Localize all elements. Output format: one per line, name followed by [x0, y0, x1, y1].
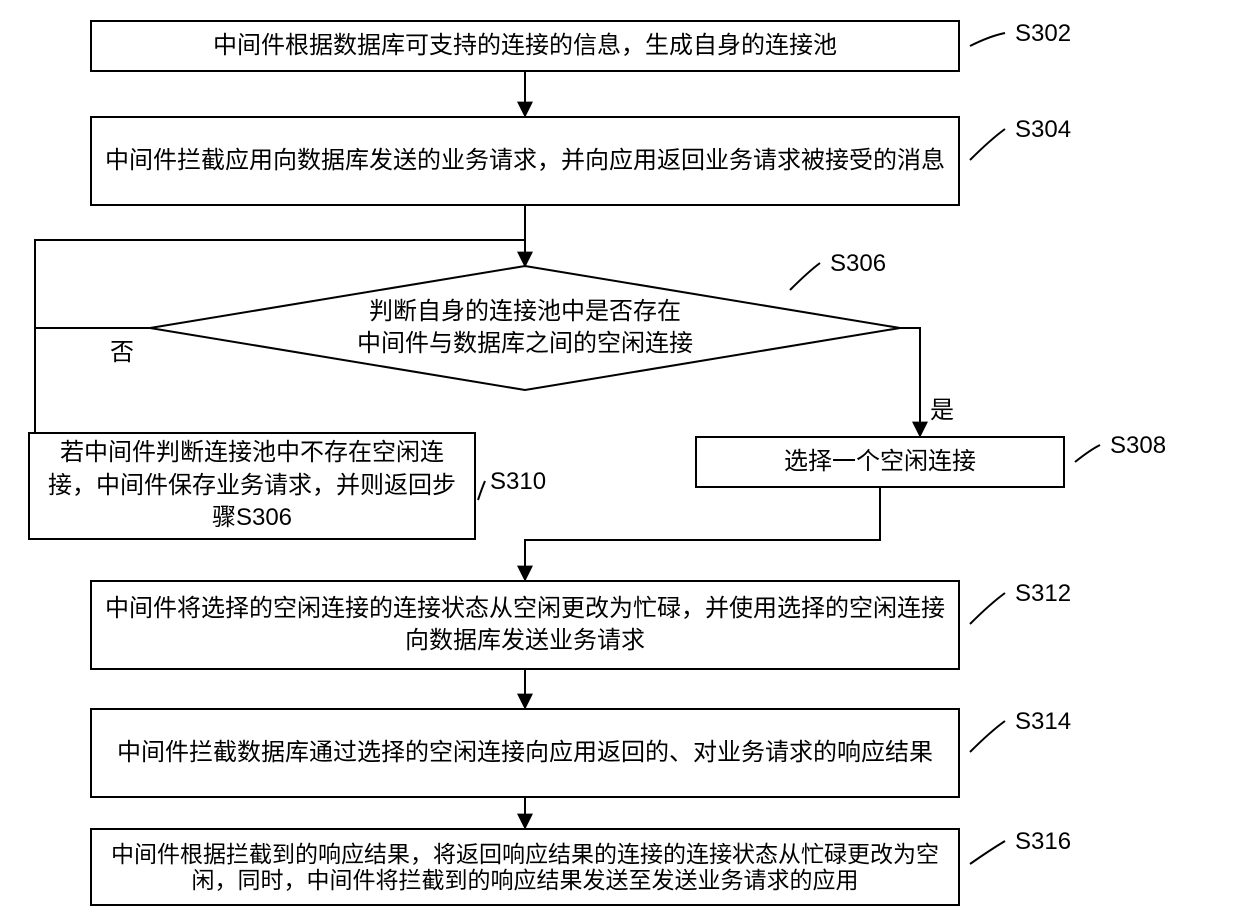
node-s316-v: 中间件根据拦截到的响应结果，将返回响应结果的连接的连接状态从忙碌更改为空闲，同时…	[90, 828, 960, 906]
label-s304: S304	[1015, 116, 1071, 144]
node-s314: 中间件拦截数据库通过选择的空闲连接向应用返回的、对业务请求的响应结果	[90, 708, 960, 798]
edge-s306-s308	[900, 328, 920, 436]
edge-label-yes: 是	[930, 390, 954, 425]
leader-s312	[970, 593, 1005, 624]
node-s304-text: 中间件拦截应用向数据库发送的业务请求，并向应用返回业务请求被接受的消息	[105, 145, 945, 177]
label-s302: S302	[1015, 20, 1071, 48]
leader-s302	[970, 33, 1005, 46]
node-s314-text: 中间件拦截数据库通过选择的空闲连接向应用返回的、对业务请求的响应结果	[117, 737, 933, 769]
leader-s314	[970, 721, 1005, 752]
node-s316-text: 中间件根据拦截到的响应结果，将返回响应结果的连接的连接状态从忙碌更改为空闲，同时…	[102, 841, 948, 894]
node-s312-text: 中间件将选择的空闲连接的连接状态从空闲更改为忙碌，并使用选择的空闲连接向数据库发…	[102, 593, 948, 658]
label-s316: S316	[1015, 828, 1071, 856]
edge-label-no: 否	[110, 332, 134, 367]
flowchart-canvas: 中间件根据数据库可支持的连接的信息，生成自身的连接池 S302 中间件拦截应用向…	[0, 0, 1240, 911]
node-s310: 若中间件判断连接池中不存在空闲连接，中间件保存业务请求，并则返回步骤S306	[28, 432, 476, 540]
label-s314: S314	[1015, 708, 1071, 736]
node-s304: 中间件拦截应用向数据库发送的业务请求，并向应用返回业务请求被接受的消息	[90, 116, 960, 206]
leader-s316	[970, 841, 1005, 864]
label-s310: S310	[490, 468, 546, 496]
node-s306-text-wrap: 判断自身的连接池中是否存在 中间件与数据库之间的空闲连接	[280, 296, 770, 361]
node-s312: 中间件将选择的空闲连接的连接状态从空闲更改为忙碌，并使用选择的空闲连接向数据库发…	[90, 580, 960, 670]
node-s302: 中间件根据数据库可支持的连接的信息，生成自身的连接池	[90, 20, 960, 72]
leader-s304	[970, 129, 1005, 160]
edge-s308-s312	[525, 488, 880, 580]
label-s312: S312	[1015, 580, 1071, 608]
node-s308: 选择一个空闲连接	[695, 436, 1065, 488]
leader-s310	[478, 481, 485, 500]
node-s310-text: 若中间件判断连接池中不存在空闲连接，中间件保存业务请求，并则返回步骤S306	[40, 437, 464, 534]
leader-s308	[1075, 445, 1100, 462]
leader-s306	[790, 263, 820, 290]
label-s308: S308	[1110, 432, 1166, 460]
label-s306: S306	[830, 250, 886, 278]
node-s308-text: 选择一个空闲连接	[784, 446, 976, 478]
node-s302-text: 中间件根据数据库可支持的连接的信息，生成自身的连接池	[213, 30, 837, 62]
node-s306-text: 判断自身的连接池中是否存在 中间件与数据库之间的空闲连接	[357, 298, 693, 357]
